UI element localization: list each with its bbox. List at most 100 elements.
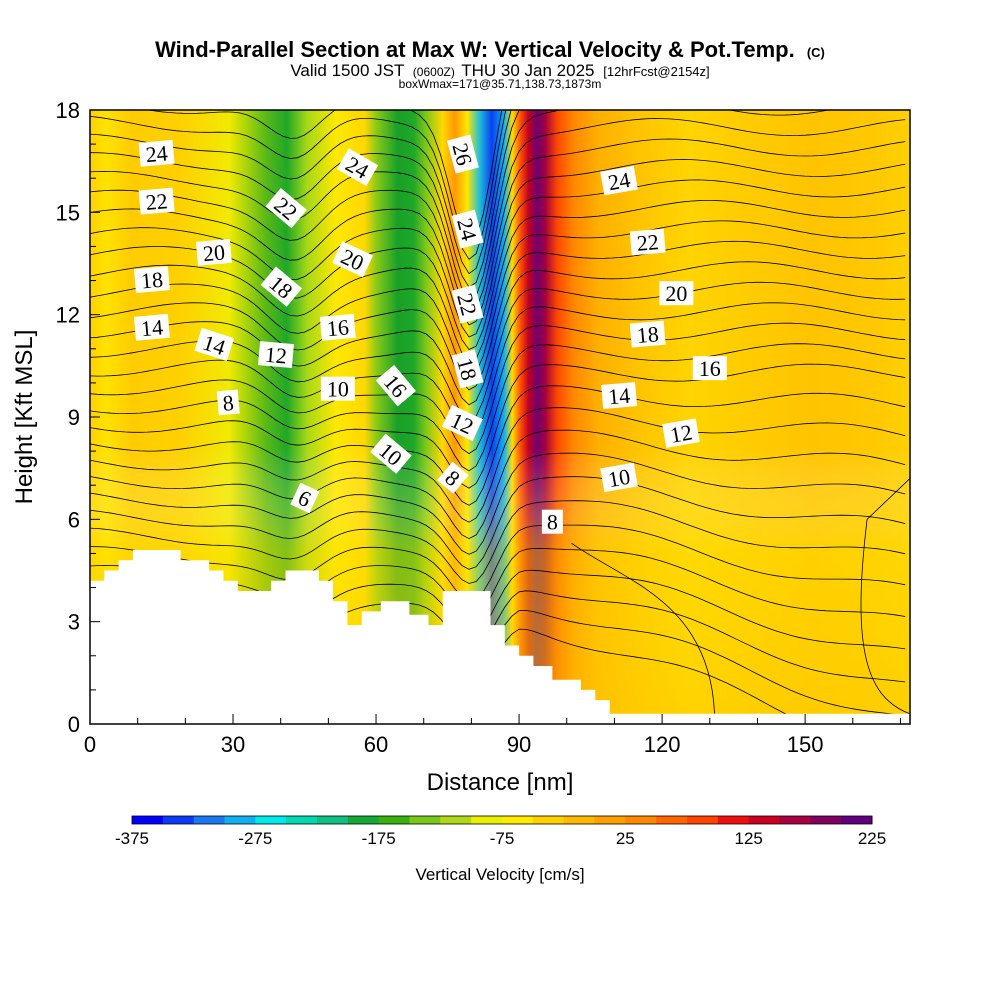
contour-label-text: 12 bbox=[668, 419, 694, 447]
y-tick-label: 15 bbox=[56, 200, 80, 225]
theta-contour-line bbox=[90, 118, 906, 314]
y-tick-label: 12 bbox=[56, 303, 80, 328]
valid-time-label: Valid 1500 JST bbox=[290, 61, 404, 80]
colorbar-swatch bbox=[347, 816, 380, 824]
colorbar-swatch bbox=[224, 816, 256, 824]
colorbar-tick-label: 125 bbox=[735, 829, 763, 848]
theta-contour-line bbox=[90, 452, 906, 555]
theta-contour-line bbox=[90, 240, 906, 391]
colorbar-swatch bbox=[286, 816, 318, 824]
colorbar-swatch bbox=[779, 816, 811, 824]
contour-label-text: 12 bbox=[264, 342, 288, 369]
svg-text:Valid 1500 JST (0600Z): Valid 1500 JST (0600Z) THU 30 Jan 2025 [… bbox=[290, 61, 709, 80]
copyright-mark: (C) bbox=[807, 45, 825, 60]
colorbar-swatch bbox=[687, 816, 719, 824]
colorbar-swatch bbox=[378, 816, 410, 824]
svg-text:Wind-Parallel Section at Max W: Wind-Parallel Section at Max W: Vertical… bbox=[155, 37, 825, 62]
contour-label-text: 8 bbox=[222, 390, 235, 416]
colorbar-tick-label: -75 bbox=[490, 829, 515, 848]
contour-label-text: 18 bbox=[636, 321, 660, 348]
colorbar-swatch bbox=[594, 816, 626, 824]
theta-contour-line bbox=[146, 110, 503, 245]
contour-label: 16 bbox=[319, 313, 356, 341]
colorbar-swatch bbox=[132, 816, 164, 824]
contour-label: 18 bbox=[451, 349, 484, 389]
x-tick-label: 0 bbox=[84, 732, 96, 757]
contour-label-text: 8 bbox=[547, 510, 558, 535]
contour-label: 12 bbox=[662, 418, 700, 448]
colorbar-swatch bbox=[717, 816, 750, 824]
contour-label: 14 bbox=[133, 313, 170, 341]
colorbar-tick-label: 225 bbox=[858, 829, 886, 848]
contour-label-text: 14 bbox=[140, 314, 164, 341]
y-tick-label: 9 bbox=[68, 405, 80, 430]
colorbar-swatch bbox=[748, 816, 780, 824]
contour-label: 8 bbox=[541, 509, 563, 535]
theta-contour-line bbox=[90, 476, 906, 570]
contour-label: 16 bbox=[692, 356, 727, 381]
theta-contour-line bbox=[90, 429, 906, 540]
contour-label-text: 20 bbox=[665, 281, 687, 306]
colorbar-swatch bbox=[532, 816, 565, 824]
contour-label-text: 24 bbox=[145, 140, 169, 167]
x-tick-label: 120 bbox=[644, 732, 681, 757]
colorbar-swatch bbox=[841, 816, 873, 824]
theta-contour-line bbox=[90, 500, 906, 584]
colorbar-tick-label: -375 bbox=[115, 829, 149, 848]
contour-label: 22 bbox=[451, 284, 484, 324]
axes: 0 30 60 90 120 150 0 3 6 9 12 15 18 bbox=[56, 98, 901, 757]
theta-contour-line bbox=[860, 478, 910, 715]
valid-date-label: THU 30 Jan 2025 bbox=[461, 61, 594, 80]
contour-label: 24 bbox=[336, 148, 379, 187]
contour-label: 6 bbox=[290, 482, 320, 514]
contour-label-text: 16 bbox=[699, 356, 721, 381]
x-axis-label: Distance [nm] bbox=[427, 769, 574, 796]
contour-label: 18 bbox=[629, 320, 666, 348]
contour-label-text: 16 bbox=[326, 314, 350, 341]
contour-label: 12 bbox=[258, 341, 294, 369]
theta-contour-line bbox=[571, 542, 715, 714]
theta-contour-line bbox=[90, 322, 906, 455]
contour-label: 22 bbox=[138, 187, 175, 215]
x-tick-label: 60 bbox=[364, 732, 388, 757]
colorbar-swatch bbox=[255, 816, 287, 824]
contour-label-text: 10 bbox=[606, 464, 632, 492]
colorbar-swatch bbox=[563, 816, 595, 824]
contour-label-text: 24 bbox=[606, 167, 632, 195]
contour-label: 22 bbox=[629, 228, 666, 256]
x-tick-label: 30 bbox=[221, 732, 245, 757]
forecast-label: [12hrFcst@2154z] bbox=[603, 64, 709, 79]
colorbar-tick-label: -175 bbox=[362, 829, 396, 848]
contour-label-text: 14 bbox=[607, 383, 631, 410]
contour-label: 14 bbox=[601, 382, 638, 410]
contour-label: 24 bbox=[451, 209, 484, 249]
contour-label: 8 bbox=[216, 389, 240, 416]
theta-contour-line bbox=[90, 110, 507, 260]
wmax-info-line: boxWmax=171@35.71,138.73,1873m bbox=[399, 77, 602, 91]
theta-contour-line bbox=[90, 385, 906, 506]
y-tick-label: 0 bbox=[68, 712, 80, 737]
contour-label-text: 20 bbox=[202, 239, 226, 266]
y-axis-label: Height [Kft MSL] bbox=[11, 330, 38, 505]
contour-label-text: 10 bbox=[327, 377, 349, 402]
contour-label-text: 22 bbox=[145, 188, 169, 215]
colorbar-swatch bbox=[625, 816, 657, 824]
contour-label: 24 bbox=[600, 165, 638, 196]
theta-contour-line bbox=[90, 407, 906, 523]
contour-label: 20 bbox=[195, 238, 232, 266]
colorbar-swatch bbox=[193, 816, 225, 824]
x-tick-label: 150 bbox=[787, 732, 824, 757]
theta-contour-line bbox=[90, 363, 906, 489]
contour-label: 10 bbox=[600, 462, 638, 493]
theta-contour-line bbox=[90, 261, 906, 406]
utc-time-label: (0600Z) bbox=[413, 65, 455, 79]
theta-contour-line bbox=[90, 138, 906, 326]
contour-label: 24 bbox=[138, 139, 175, 167]
colorbar-tick-label: 25 bbox=[616, 829, 635, 848]
colorbar-label: Vertical Velocity [cm/s] bbox=[415, 865, 584, 884]
theta-contour-line bbox=[90, 524, 906, 602]
colorbar-swatch bbox=[502, 816, 534, 824]
